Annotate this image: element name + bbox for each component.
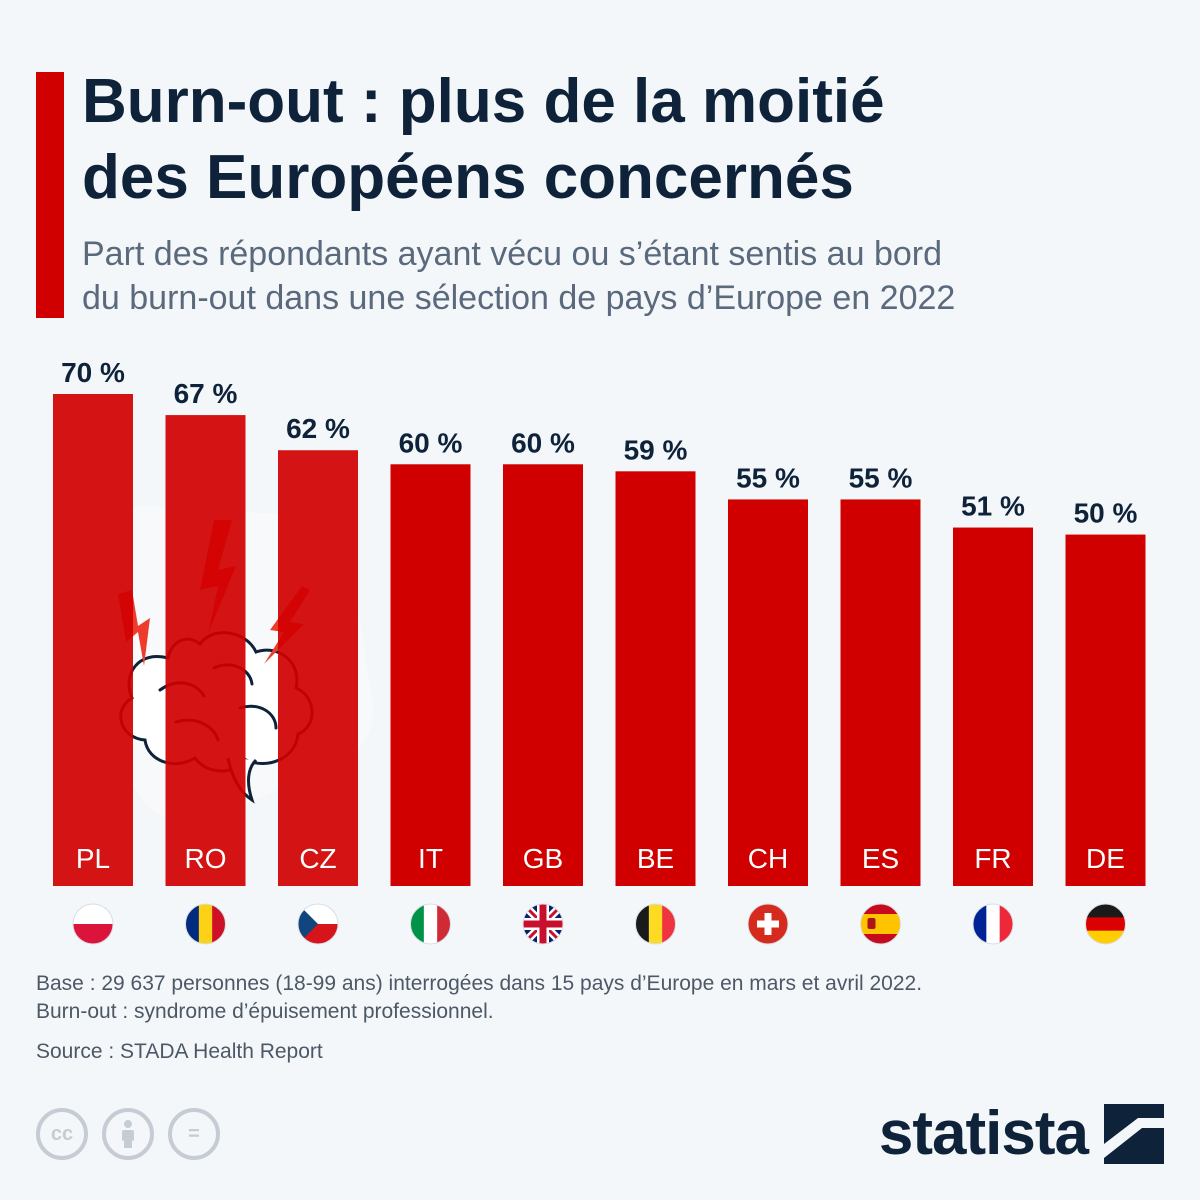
poland-flag-icon	[72, 903, 114, 945]
bar-chart: 70 % PL 67 % RO 62 % CZ 60 % IT 60 % GB 59 % BE 55 %…	[53, 357, 1146, 945]
bar-group-pl: 70 % PL	[53, 357, 133, 886]
bar-group-es: 55 % ES	[840, 462, 921, 886]
bar-group-ch: 55 % CH	[728, 462, 808, 886]
czechia-flag-icon	[297, 903, 339, 945]
germany-flag-icon	[1085, 903, 1126, 945]
logo-text: statista	[878, 1099, 1089, 1168]
title-accent-bar	[36, 72, 64, 318]
value-label-ch: 55 %	[736, 462, 800, 493]
bar-group-it: 60 % IT	[390, 427, 471, 886]
subtitle-line-1: Part des répondants ayant vécu ou s’étan…	[82, 235, 942, 273]
license-icons: cc =	[36, 1108, 220, 1160]
footnote-line-1: Base : 29 637 personnes (18-99 ans) inte…	[36, 972, 923, 995]
page-subtitle: Part des répondants ayant vécu ou s’étan…	[82, 232, 1182, 320]
bar-ro[interactable]	[165, 415, 246, 886]
value-label-es: 55 %	[849, 462, 913, 493]
statista-logo-icon	[1104, 1103, 1164, 1164]
category-label-fr: FR	[974, 843, 1011, 874]
category-label-be: BE	[637, 843, 674, 874]
title-line-2: des Européens concernés	[82, 143, 854, 212]
category-label-ch: CH	[748, 843, 788, 874]
bar-group-fr: 51 % FR	[953, 491, 1033, 886]
bar-be[interactable]	[615, 471, 696, 886]
no-derivatives-icon[interactable]: =	[168, 1108, 220, 1160]
footnote: Base : 29 637 personnes (18-99 ans) inte…	[36, 970, 1166, 1026]
category-label-pl: PL	[76, 843, 110, 874]
page-title: Burn-out : plus de la moitié des Europée…	[82, 64, 1172, 216]
bar-group-cz: 62 % CZ	[278, 413, 358, 886]
cc-icon-label: cc	[50, 1122, 74, 1145]
nd-icon-label: =	[188, 1122, 200, 1145]
value-label-de: 50 %	[1074, 498, 1138, 529]
value-label-cz: 62 %	[286, 413, 350, 444]
bar-cz[interactable]	[278, 450, 358, 886]
value-label-be: 59 %	[624, 434, 688, 465]
attribution-icon[interactable]	[102, 1108, 154, 1160]
bar-gb[interactable]	[503, 464, 583, 886]
uk-flag-icon	[522, 903, 564, 945]
category-label-es: ES	[862, 843, 899, 874]
attribution-person-icon	[122, 1120, 134, 1148]
bar-fr[interactable]	[953, 527, 1033, 886]
bar-group-ro: 67 % RO	[165, 378, 246, 886]
footnote-line-2: Burn-out : syndrome d’épuisement profess…	[36, 1000, 494, 1023]
bar-group-de: 50 % DE	[1065, 498, 1146, 886]
bar-group-gb: 60 % GB	[503, 427, 583, 886]
category-label-de: DE	[1086, 843, 1125, 874]
bar-es[interactable]	[840, 499, 921, 886]
spain-flag-icon	[860, 903, 901, 945]
romania-flag-icon	[185, 903, 226, 945]
italy-flag-icon	[410, 903, 451, 945]
category-label-it: IT	[418, 843, 443, 874]
category-label-gb: GB	[523, 843, 563, 874]
title-line-1: Burn-out : plus de la moitié	[82, 67, 885, 136]
statista-logo[interactable]: statista	[879, 1098, 1164, 1169]
value-label-it: 60 %	[399, 427, 463, 458]
switzerland-flag-icon	[747, 903, 789, 945]
value-label-fr: 51 %	[961, 491, 1025, 522]
cc-icon[interactable]: cc	[36, 1108, 88, 1160]
category-label-ro: RO	[185, 843, 227, 874]
france-flag-icon	[972, 903, 1014, 945]
value-label-ro: 67 %	[174, 378, 238, 409]
value-label-pl: 70 %	[61, 357, 125, 388]
bar-de[interactable]	[1065, 534, 1146, 886]
source-note: Source : STADA Health Report	[36, 1040, 323, 1063]
bar-group-be: 59 % BE	[615, 434, 696, 886]
bar-it[interactable]	[390, 464, 471, 886]
belgium-flag-icon	[635, 903, 676, 945]
value-label-gb: 60 %	[511, 427, 575, 458]
subtitle-line-2: du burn-out dans une sélection de pays d…	[82, 279, 956, 317]
bar-ch[interactable]	[728, 499, 808, 886]
category-label-cz: CZ	[299, 843, 336, 874]
bar-pl[interactable]	[53, 394, 133, 886]
